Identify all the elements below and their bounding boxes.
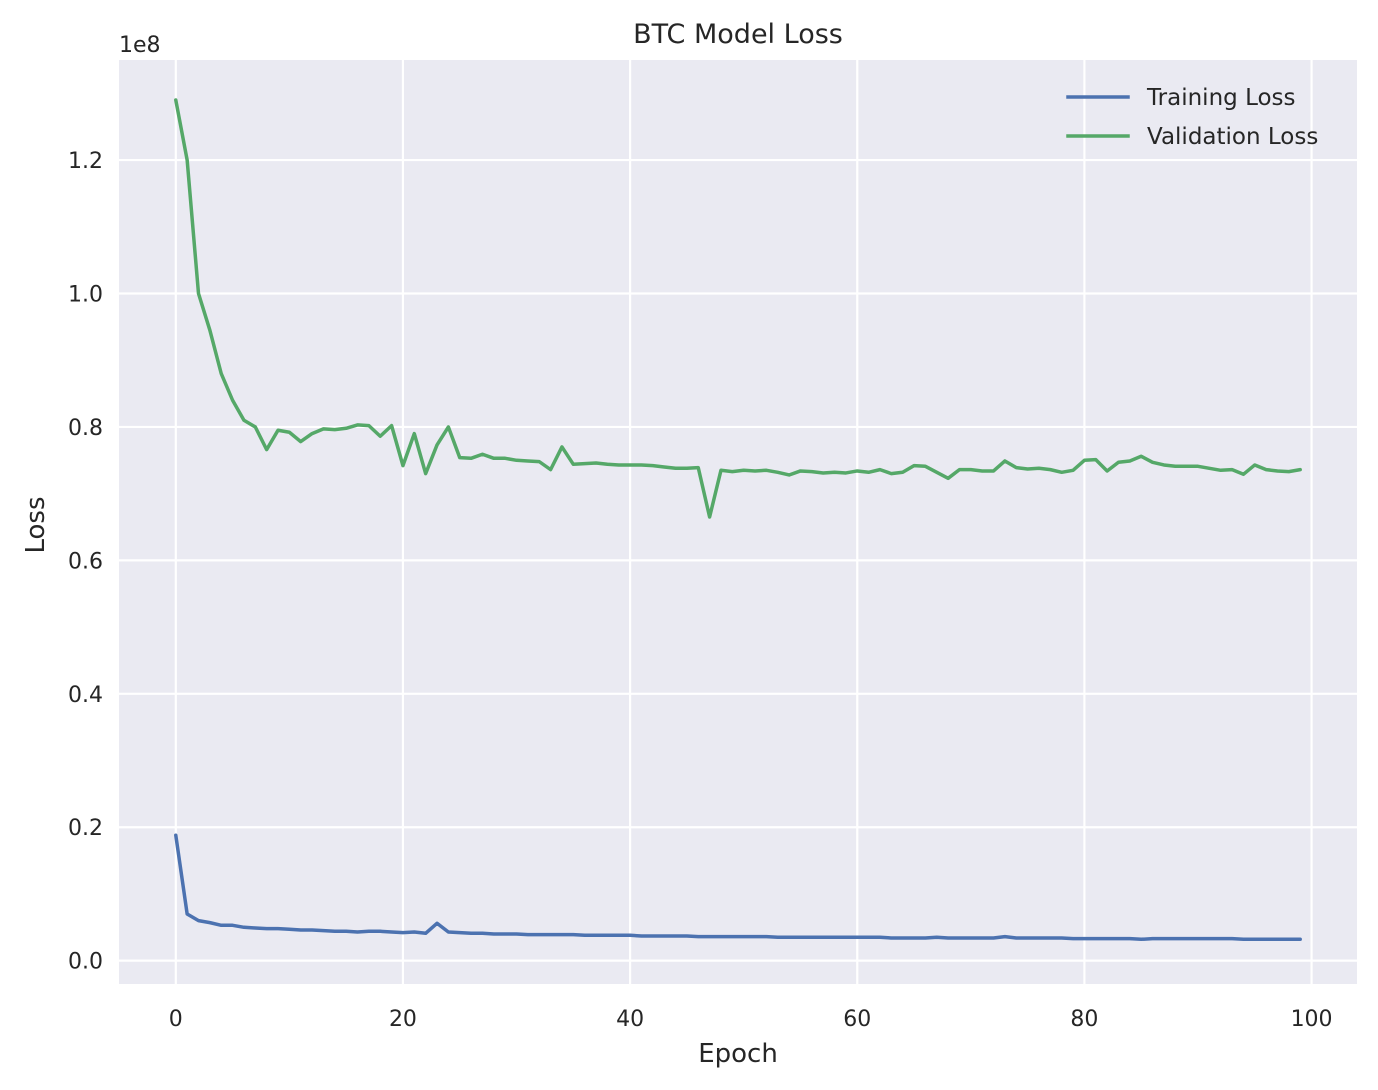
x-tick-label: 100: [1291, 1007, 1333, 1032]
y-tick-label: 0.8: [68, 416, 103, 441]
tick-labels: 0 20 40 60 80 100 0.0 0.2 0.4 0.6 0.8 1.0 1.2: [68, 149, 1333, 1032]
grid: [119, 60, 1357, 984]
x-tick-label: 40: [616, 1007, 644, 1032]
y-axis-label: Loss: [21, 496, 51, 553]
y-tick-label: 0.2: [68, 816, 103, 841]
x-tick-label: 20: [389, 1007, 417, 1032]
legend-label-validation: Validation Loss: [1147, 124, 1318, 150]
x-tick-label: 80: [1070, 1007, 1098, 1032]
training-loss-line: [174, 833, 1302, 942]
validation-loss-line: [174, 98, 1302, 519]
series-lines: [174, 98, 1302, 942]
y-tick-label: 1.0: [68, 283, 103, 308]
y-offset-label: 1e8: [119, 33, 161, 58]
y-tick-label: 1.2: [68, 149, 103, 174]
x-tick-label: 60: [843, 1007, 871, 1032]
x-axis-label: Epoch: [698, 1039, 778, 1069]
plot-area: [119, 60, 1357, 984]
legend: Training Loss Validation Loss: [1066, 85, 1318, 150]
y-tick-label: 0.6: [68, 549, 103, 574]
y-tick-label: 0.0: [68, 950, 103, 975]
chart-title: BTC Model Loss: [633, 19, 843, 50]
legend-label-training: Training Loss: [1146, 85, 1296, 111]
y-tick-label: 0.4: [68, 683, 103, 708]
x-tick-label: 0: [169, 1007, 183, 1032]
